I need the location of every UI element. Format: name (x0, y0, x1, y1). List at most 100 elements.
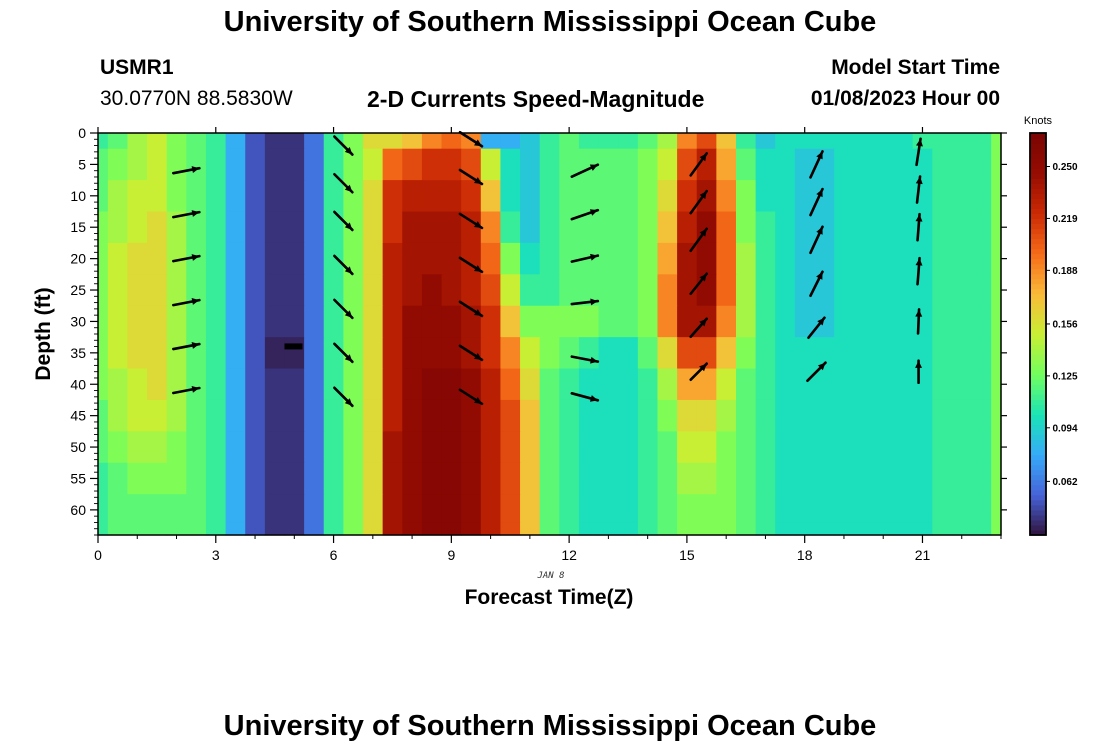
heatmap-cell (775, 133, 796, 150)
colorbar-segment (1030, 454, 1046, 461)
colorbar-tick-label: 0.219 (1052, 214, 1077, 225)
heatmap-cell (677, 494, 698, 524)
heatmap-cell (421, 274, 443, 307)
heatmap-cell (912, 431, 933, 464)
heatmap-cell (304, 305, 325, 338)
heatmap-cell (677, 274, 698, 307)
heatmap-cell (147, 494, 168, 524)
heatmap-cell (853, 462, 874, 495)
heatmap-cell (578, 148, 600, 181)
x-tick-label: 9 (447, 547, 455, 563)
heatmap-cell (834, 180, 855, 213)
heatmap-cell (441, 399, 462, 432)
current-vector-arrow (915, 256, 923, 286)
heatmap-cell (186, 211, 207, 244)
heatmap-cell (657, 148, 678, 181)
heatmap-cell (951, 180, 973, 213)
heatmap-cell (98, 337, 109, 370)
heatmap-cell (323, 180, 344, 213)
heatmap-cell (578, 211, 600, 244)
current-vector-arrow (570, 298, 600, 306)
heatmap-cell (991, 148, 1002, 181)
heatmap-cell (853, 337, 874, 370)
heatmap-cell (147, 133, 168, 150)
heatmap-cell (912, 274, 933, 307)
heatmap-cell (520, 462, 541, 495)
colorbar-segment (1030, 374, 1046, 380)
heatmap-cell (971, 133, 992, 150)
heatmap-cell (912, 399, 933, 432)
heatmap-cell (343, 337, 364, 370)
heatmap-cell (323, 133, 344, 150)
heatmap-cell (461, 494, 482, 524)
heatmap-cell (755, 242, 776, 275)
heatmap-cell (677, 180, 698, 213)
heatmap-cell (735, 148, 757, 181)
heatmap-cell (618, 305, 639, 338)
heatmap-cell (127, 368, 148, 401)
colorbar: Knots 0.250 0.219 0.188 0.156 0.125 0.094 0.062 (1024, 115, 1078, 536)
heatmap-cell (578, 337, 600, 370)
heatmap-cell (107, 305, 129, 338)
heatmap-cell (834, 211, 855, 244)
y-tick-label: 5 (78, 156, 86, 172)
y-tick-label: 15 (70, 219, 86, 235)
colorbar-segment (1030, 479, 1046, 486)
colorbar-segment (1030, 384, 1046, 390)
heatmap-cell (363, 274, 384, 307)
heatmap-cell (873, 431, 894, 464)
heatmap-cell (205, 368, 227, 401)
heatmap-cell (127, 180, 148, 213)
heatmap-cell (971, 148, 992, 181)
heatmap-cell (716, 431, 737, 464)
heatmap-cell (932, 305, 953, 338)
heatmap-cell (696, 242, 717, 275)
heatmap-cell (98, 522, 109, 536)
colorbar-segment (1030, 143, 1046, 149)
colorbar-segment (1030, 293, 1046, 300)
heatmap-cell (127, 211, 148, 244)
heatmap-cell (873, 399, 894, 432)
heatmap-cell (284, 337, 305, 370)
colorbar-segment (1030, 494, 1046, 501)
heatmap-cell (264, 494, 286, 524)
heatmap-cell (245, 494, 266, 524)
heatmap-cell (520, 148, 541, 181)
heatmap-cell (951, 274, 973, 307)
heatmap-cell (873, 368, 894, 401)
heatmap-cell (814, 522, 835, 536)
colorbar-segment (1030, 328, 1046, 335)
heatmap-cell (323, 399, 344, 432)
heatmap-cell (716, 211, 737, 244)
heatmap-cell (363, 399, 384, 432)
heatmap-cell (98, 399, 109, 432)
heatmap-cell (991, 133, 1002, 150)
heatmap-cell (893, 337, 914, 370)
heatmap-cell (598, 368, 619, 401)
heatmap-cell (716, 148, 737, 181)
heatmap-cell (205, 494, 227, 524)
current-vector-arrow (458, 256, 484, 274)
heatmap-cell (873, 522, 894, 536)
heatmap-cell (245, 522, 266, 536)
heatmap-cell (618, 337, 639, 370)
heatmap-cell (814, 133, 835, 150)
colorbar-segment (1030, 273, 1046, 280)
heatmap-cell (834, 522, 855, 536)
chart-subtitle: 2-D Currents Speed-Magnitude (367, 86, 705, 112)
heatmap-cell (951, 522, 973, 536)
heatmap-cell (205, 337, 227, 370)
x-tick-label: 18 (797, 547, 813, 563)
heatmap-cell (657, 368, 678, 401)
heatmap-cell (421, 337, 443, 370)
heatmap-cell (735, 522, 757, 536)
heatmap-cell (323, 242, 344, 275)
heatmap-cell (834, 337, 855, 370)
heatmap-cell (363, 180, 384, 213)
heatmap-cell (264, 133, 286, 150)
current-vectors (172, 130, 923, 408)
heatmap-cell (814, 337, 835, 370)
heatmap-cell (637, 522, 659, 536)
colorbar-segment (1030, 364, 1046, 370)
current-vector-arrow (172, 210, 201, 219)
